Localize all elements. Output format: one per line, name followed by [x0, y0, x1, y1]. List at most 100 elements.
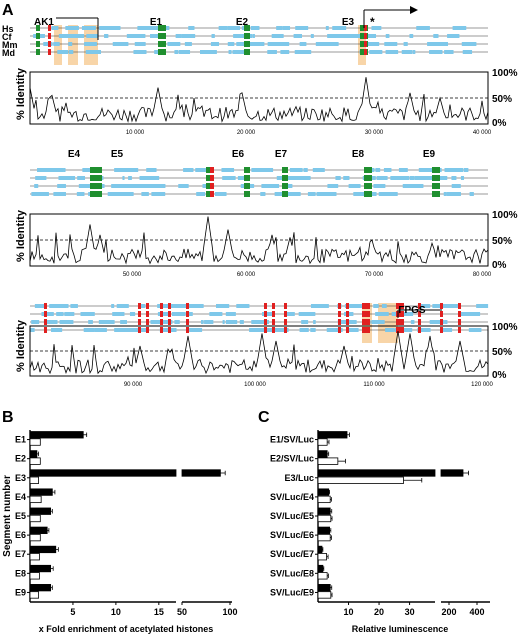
exon-block: [167, 42, 181, 46]
exon-block: [323, 304, 329, 308]
conserved-coding-block: [338, 327, 341, 333]
bar-filled: [181, 469, 221, 477]
x-tick-label: 50: [177, 607, 187, 617]
exon-block: [150, 34, 157, 38]
position-tick-label: 90 000: [124, 382, 143, 388]
exon-block: [325, 26, 329, 30]
conserved-noncoding-block: [90, 183, 102, 189]
identity-tick-label: 50%: [492, 94, 512, 105]
exon-block: [30, 328, 35, 332]
bar-filled: [317, 450, 328, 458]
exon-block: [310, 34, 314, 38]
conserved-coding-block: [418, 311, 421, 317]
identity-axis-label: % Identity: [15, 209, 27, 262]
element-label: E9: [423, 149, 436, 160]
exon-block: [141, 50, 147, 54]
category-label: SV/Luc/E8: [270, 568, 314, 578]
category-label: SV/Luc/E4: [270, 492, 314, 502]
exon-block: [101, 320, 115, 324]
conserved-coding-block: [338, 319, 341, 325]
element-label: E6: [232, 149, 245, 160]
exon-block: [88, 320, 93, 324]
exon-block: [112, 42, 123, 46]
conserved-coding-block: [272, 327, 275, 333]
category-label: E5: [15, 511, 26, 521]
bar-filled: [29, 584, 52, 592]
conserved-noncoding-block: [432, 167, 440, 173]
exon-block: [401, 328, 413, 332]
exon-block: [414, 176, 428, 180]
exon-block: [204, 320, 209, 324]
exon-block: [338, 34, 350, 38]
exon-block: [190, 328, 203, 332]
exon-block: [133, 50, 143, 54]
conserved-noncoding-block: [206, 183, 212, 189]
exon-block: [184, 42, 192, 46]
exon-block: [58, 34, 66, 38]
exon-block: [180, 50, 187, 54]
exon-block: [265, 184, 280, 188]
exon-block: [182, 34, 196, 38]
exon-block: [461, 42, 470, 46]
exon-block: [335, 176, 341, 180]
exon-block: [209, 312, 219, 316]
exon-block: [299, 42, 307, 46]
bar-open: [29, 457, 41, 465]
exon-block: [122, 192, 134, 196]
exon-block: [31, 320, 35, 324]
position-tick-label: 110 000: [363, 382, 385, 388]
exon-block: [313, 304, 326, 308]
conserved-coding-block: [338, 303, 341, 309]
exon-block: [444, 304, 458, 308]
conserved-noncoding-block: [244, 49, 250, 55]
bar-open: [29, 514, 41, 523]
exon-block: [299, 176, 303, 180]
exon-block: [77, 176, 86, 180]
x-tick-label: 5: [70, 607, 75, 617]
exon-block: [114, 328, 118, 332]
exon-block: [137, 26, 151, 30]
exon-block: [433, 34, 439, 38]
exon-block: [348, 184, 358, 188]
bar-open: [29, 591, 39, 599]
exon-block: [400, 312, 412, 316]
exon-block: [443, 192, 447, 196]
exon-block: [474, 312, 481, 316]
exon-block: [409, 176, 415, 180]
conserved-coding-block: [440, 327, 443, 333]
conserved-coding-block: [48, 33, 51, 39]
exon-block: [301, 320, 309, 324]
conserved-noncoding-block: [244, 175, 250, 181]
exon-block: [432, 42, 442, 46]
exon-block: [57, 50, 69, 54]
exon-block: [262, 312, 273, 316]
element-label: E3: [342, 17, 355, 28]
exon-block: [147, 176, 160, 180]
exon-block: [51, 328, 63, 332]
exon-block: [438, 168, 442, 172]
conserved-noncoding-block: [282, 183, 288, 189]
exon-block: [221, 168, 235, 172]
exon-block: [76, 192, 85, 196]
exon-block: [221, 304, 230, 308]
exon-block: [83, 328, 95, 332]
exon-block: [142, 184, 152, 188]
identity-tick-label: 100%: [492, 68, 518, 79]
position-tick-label: 80 000: [473, 272, 492, 278]
exon-block: [361, 192, 364, 196]
category-label: E1/SV/Luc: [270, 435, 314, 445]
conserved-noncoding-block: [36, 41, 40, 47]
conserved-coding-block: [418, 327, 421, 333]
exon-block: [239, 304, 242, 308]
exon-block: [248, 42, 254, 46]
conserved-noncoding-block: [364, 175, 372, 181]
identity-axis-label: % Identity: [15, 67, 27, 120]
exon-block: [282, 176, 296, 180]
bar-filled: [317, 564, 324, 573]
exon-block: [403, 184, 417, 188]
conserved-coding-block: [362, 311, 370, 317]
conserved-coding-block: [264, 311, 267, 317]
exon-block: [462, 50, 473, 54]
conserved-coding-block: [168, 311, 171, 317]
exon-block: [105, 34, 109, 38]
